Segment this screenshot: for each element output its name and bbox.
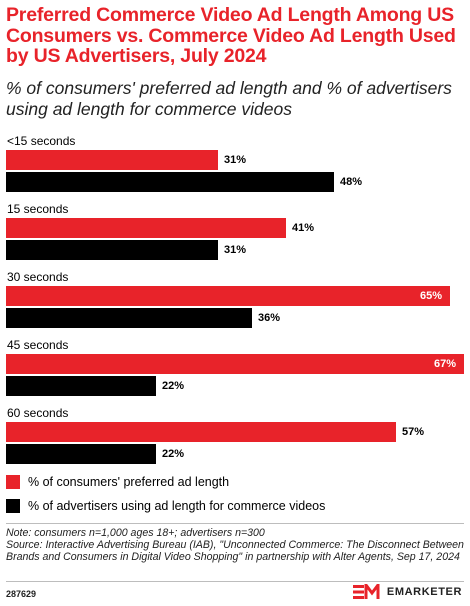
category-label: 45 seconds <box>7 338 69 352</box>
data-label-advertisers: 31% <box>224 244 247 256</box>
brand-name: EMARKETER <box>386 586 462 598</box>
legend-label-consumers: % of consumers' preferred ad length <box>28 475 230 489</box>
note-text: Note: consumers n=1,000 ages 18+; advert… <box>6 527 265 539</box>
bar-consumers <box>6 422 396 442</box>
legend-swatch-advertisers <box>6 499 20 513</box>
data-label-advertisers: 22% <box>162 448 185 460</box>
emarketer-logo-icon <box>352 580 381 600</box>
bar-consumers <box>6 354 464 374</box>
footnotes: Note: consumers n=1,000 ages 18+; advert… <box>6 527 466 563</box>
category-label: 15 seconds <box>7 202 69 216</box>
data-label-consumers: 65% <box>420 290 443 302</box>
bar-consumers <box>6 150 218 170</box>
bar-consumers <box>6 286 450 306</box>
chart-title: Preferred Commerce Video Ad Length Among… <box>6 4 456 67</box>
legend-item-consumers: % of consumers' preferred ad length <box>6 475 229 489</box>
data-label-advertisers: 22% <box>162 380 185 392</box>
data-label-advertisers: 36% <box>258 312 281 324</box>
legend-item-advertisers: % of advertisers using ad length for com… <box>6 499 325 513</box>
bar-advertisers <box>6 376 156 396</box>
data-label-consumers: 67% <box>434 358 457 370</box>
legend-label-advertisers: % of advertisers using ad length for com… <box>28 499 326 513</box>
data-label-consumers: 41% <box>292 222 315 234</box>
category-label: 60 seconds <box>7 406 69 420</box>
chart-id: 287629 <box>6 589 37 599</box>
bar-advertisers <box>6 240 218 260</box>
data-label-consumers: 57% <box>402 426 425 438</box>
legend-swatch-consumers <box>6 475 20 489</box>
category-label: 30 seconds <box>7 270 69 284</box>
data-label-advertisers: 48% <box>340 176 363 188</box>
bar-advertisers <box>6 444 156 464</box>
category-label: <15 seconds <box>7 134 76 148</box>
bar-advertisers <box>6 172 334 192</box>
bar-advertisers <box>6 308 252 328</box>
chart-subtitle: % of consumers' preferred ad length and … <box>6 78 452 119</box>
divider-top <box>6 523 464 524</box>
data-label-consumers: 31% <box>224 154 247 166</box>
source-text: Source: Interactive Advertising Bureau (… <box>6 538 464 563</box>
bar-consumers <box>6 218 286 238</box>
brand-logo: EMARKETER <box>352 580 462 600</box>
divider-bottom <box>6 581 464 582</box>
